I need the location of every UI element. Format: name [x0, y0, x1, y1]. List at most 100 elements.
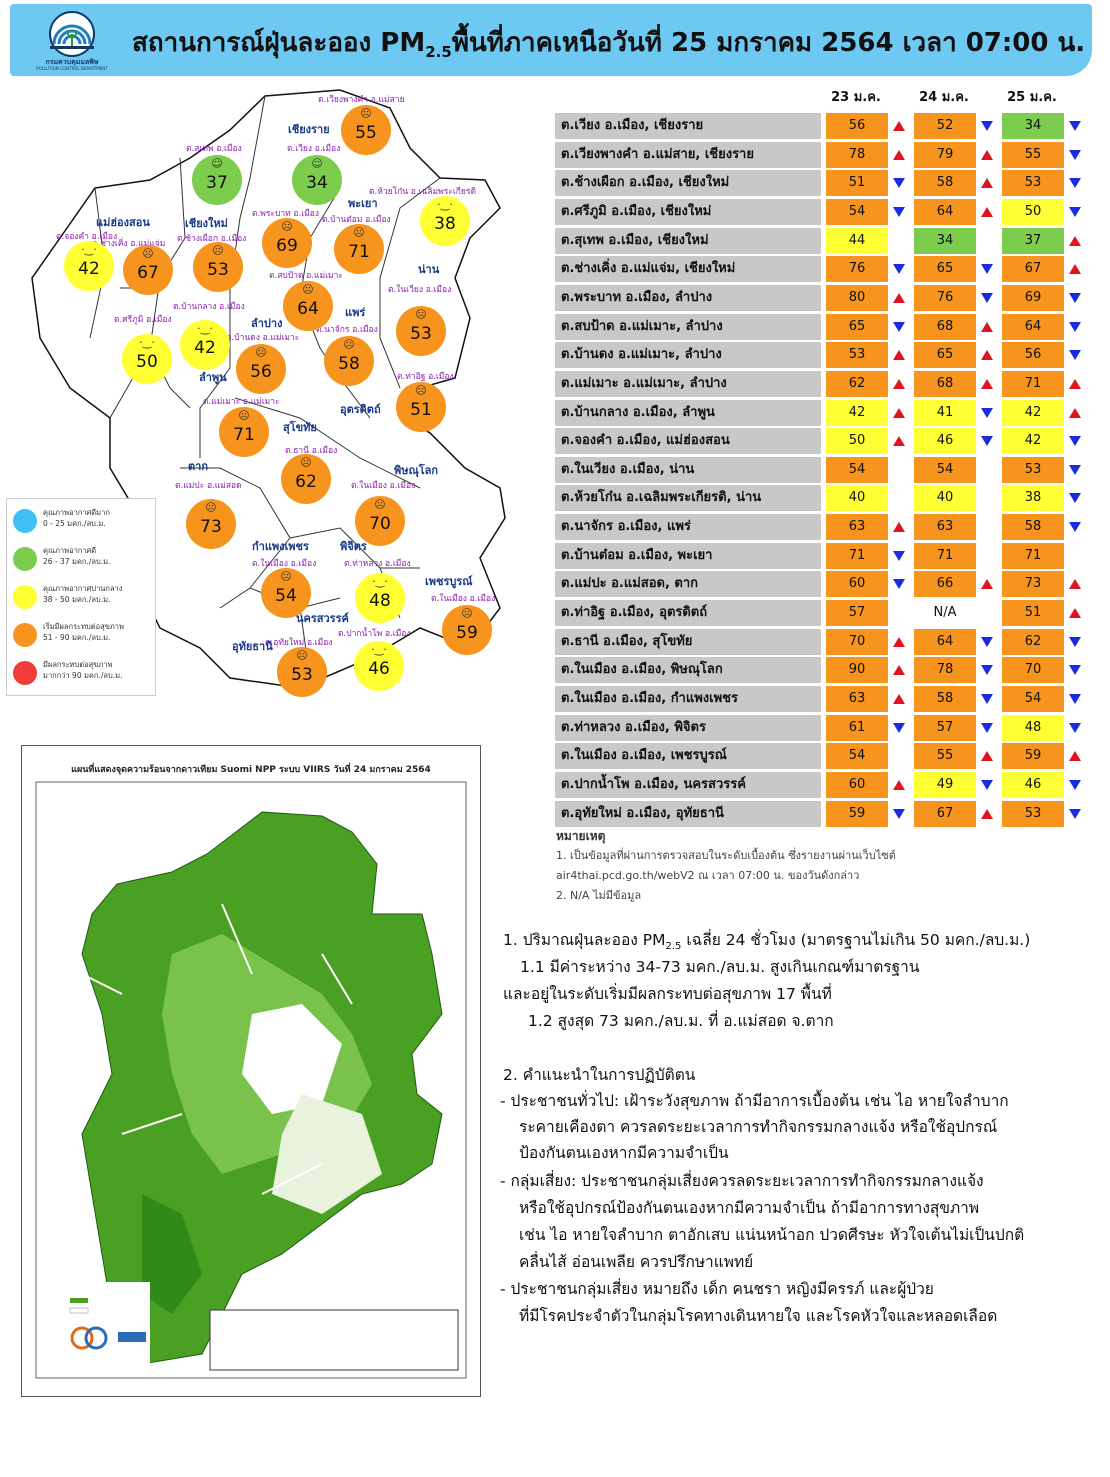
- pm25-bubble: ☹ 73: [186, 499, 236, 549]
- station-name: ต.ในเวียง อ.เมือง, น่าน: [555, 456, 821, 483]
- pm25-value-cell: 76: [914, 284, 976, 311]
- site-label: ต.ในเวียง อ.เมือง: [388, 285, 452, 295]
- site-label: ต.ช้างเผือก อ.เมือง: [177, 234, 247, 244]
- trend-down-icon: [893, 550, 905, 561]
- pm25-value-cell: 46: [1002, 771, 1064, 798]
- legend-range: 51 - 90 มคก./ลบ.ม.: [43, 633, 111, 642]
- pm25-value-cell: 60: [826, 771, 888, 798]
- bubble-value: 53: [207, 260, 229, 280]
- page-title: สถานการณ์ฝุ่นละออง PM2.5พื้นที่ภาคเหนือว…: [132, 22, 1085, 63]
- station-name: ต.อุทัยใหม่ อ.เมือง, อุทัยธานี: [555, 800, 821, 827]
- legend-swatch: [13, 509, 37, 533]
- trend-up-icon: [981, 178, 993, 189]
- pm25-value-cell: 41: [914, 399, 976, 426]
- bubble-value: 48: [369, 591, 391, 611]
- sad-face-icon: ☹: [205, 501, 217, 514]
- pm25-value-cell: 66: [914, 571, 976, 598]
- trend-down-icon: [1069, 779, 1081, 790]
- legend-range: 26 - 37 มคก./ลบ.ม.: [43, 557, 111, 566]
- bubble-value: 69: [276, 236, 298, 256]
- notes-heading: หมายเหตุ: [556, 829, 606, 843]
- sad-face-icon: ☹: [238, 409, 250, 422]
- table-row: ต.ช่างเคิ่ง อ.แม่แจ่ม, เชียงใหม่ 76 65 67: [555, 256, 1095, 283]
- trend-up-icon: [981, 579, 993, 590]
- trend-down-icon: [981, 636, 993, 647]
- trend-up-icon: [893, 292, 905, 303]
- legend-range: มากกว่า 90 มคก./ลบ.ม.: [43, 671, 123, 680]
- trend-down-icon: [1069, 436, 1081, 447]
- trend-up-icon: [893, 121, 905, 131]
- table-row: ต.ในเวียง อ.เมือง, น่าน 54 54 53: [555, 456, 1095, 483]
- sad-face-icon: ☹: [212, 244, 224, 257]
- legend-item: คุณภาพอากาศปานกลาง 38 - 50 มคก./ลบ.ม.: [11, 581, 155, 615]
- bubble-value: 64: [297, 299, 319, 319]
- logo-text: กรมควบคุมมลพิษ: [45, 58, 99, 66]
- bubble-value: 42: [194, 338, 216, 358]
- pm25-value-cell: 65: [826, 313, 888, 340]
- summary-p1-1b: และอยู่ในระดับเริ่มมีผลกระทบต่อสุขภาพ 17…: [503, 985, 832, 1003]
- trend-up-icon: [1069, 378, 1081, 389]
- legend-item: คุณภาพอากาศดี 26 - 37 มคก./ลบ.ม.: [11, 543, 155, 577]
- pm25-bubble: ☹ 70: [355, 496, 405, 546]
- station-name: ต.บ้านดง อ.แม่เมาะ, ลำปาง: [555, 342, 821, 369]
- pm25-value-cell: 34: [914, 227, 976, 254]
- smile-face-icon: ☺: [211, 157, 223, 170]
- pm25-value-cell: 55: [1002, 141, 1064, 168]
- trend-down-icon: [981, 407, 993, 418]
- pm25-bubble: ☹ 53: [277, 647, 327, 697]
- trend-down-icon: [981, 121, 993, 131]
- region-label: นครสวรรค์: [296, 612, 349, 625]
- pm25-bubble: ☹ 59: [442, 605, 492, 655]
- trend-up-icon: [1069, 407, 1081, 418]
- pm25-bubble: ☺ 37: [192, 155, 242, 205]
- note-1b: air4thai.pcd.go.th/webV2 ณ เวลา 07:00 น.…: [556, 869, 860, 882]
- bubble-value: 46: [368, 659, 390, 679]
- summary-p1-main: 1. ปริมาณฝุ่นละออง PM: [503, 931, 666, 949]
- pm25-value-cell: 51: [1002, 600, 1064, 627]
- site-label: ต.เวียงพางคำ อ.แม่สาย: [318, 95, 405, 105]
- trend-up-icon: [893, 350, 905, 361]
- station-name: ต.ศรีภูมิ อ.เมือง, เชียงใหม่: [555, 198, 821, 225]
- station-name: ต.ช้างเผือก อ.เมือง, เชียงใหม่: [555, 170, 821, 197]
- table-row: ต.ท่าอิฐ อ.เมือง, อุตรดิตถ์ 57 N/A 51: [555, 600, 1095, 627]
- region-label: กำแพงเพชร: [252, 540, 309, 553]
- station-name: ต.ห้วยโก๋น อ.เฉลิมพระเกียรติ, น่าน: [555, 485, 821, 512]
- pm25-value-cell: 71: [826, 542, 888, 569]
- bubble-value: 70: [369, 514, 391, 534]
- pm25-value-cell: 61: [826, 714, 888, 741]
- table-row: ต.ในเมือง อ.เมือง, พิษณุโลก 90 78 70: [555, 657, 1095, 684]
- summary-b3a: - ประชาชนกลุ่มเสี่ยง หมายถึง เด็ก คนชรา …: [500, 1280, 934, 1298]
- sad-face-icon: ☹: [343, 338, 355, 351]
- sad-face-icon: ☹: [415, 384, 427, 397]
- table-row: ต.ช้างเผือก อ.เมือง, เชียงใหม่ 51 58 53: [555, 170, 1095, 197]
- trend-down-icon: [1069, 292, 1081, 303]
- site-label: ต.แม่เมาะ อ.แม่เมาะ: [203, 397, 280, 407]
- pm25-value-cell: 68: [914, 370, 976, 397]
- trend-up-icon: [893, 665, 905, 676]
- pm25-value-cell: 80: [826, 284, 888, 311]
- table-row: ต.ธานี อ.เมือง, สุโขทัย 70 64 62: [555, 628, 1095, 655]
- sad-face-icon: ☹: [415, 308, 427, 321]
- trend-down-icon: [1069, 636, 1081, 647]
- summary-p1-1: 1.1 มีค่าระหว่าง 34-73 มคก./ลบ.ม. สูงเกิ…: [520, 958, 920, 976]
- pm25-value-cell: 52: [914, 113, 976, 139]
- pm25-value-cell: 57: [914, 714, 976, 741]
- table-row: ต.ท่าหลวง อ.เมือง, พิจิตร 61 57 48: [555, 714, 1095, 741]
- pm25-value-cell: 53: [826, 342, 888, 369]
- pm25-value-cell: 78: [914, 657, 976, 684]
- trend-up-icon: [1069, 235, 1081, 246]
- table-row: ต.สุเทพ อ.เมือง, เชียงใหม่ 44 34 37: [555, 227, 1095, 254]
- bubble-value: 71: [348, 242, 370, 262]
- sad-face-icon: ☹: [461, 607, 473, 620]
- legend-item: คุณภาพอากาศดีมาก 0 - 25 มคก./ลบ.ม.: [11, 505, 155, 539]
- pm25-value-cell: 46: [914, 428, 976, 455]
- site-label: ต.เวียง อ.เมือง: [287, 144, 341, 154]
- bubble-value: 67: [137, 263, 159, 283]
- legend-label: คุณภาพอากาศดี: [43, 546, 97, 555]
- table-row: ต.แม่เมาะ อ.แม่เมาะ, ลำปาง 62 68 71: [555, 370, 1095, 397]
- pm25-bubble: ·‿· 46: [354, 641, 404, 691]
- trend-down-icon: [893, 264, 905, 275]
- pm25-value-cell: 64: [914, 628, 976, 655]
- header-banner: กรมควบคุมมลพิษ POLLUTION CONTROL DEPARTM…: [10, 4, 1092, 76]
- site-label: ต.บ้านต๋อม อ.เมือง: [322, 215, 391, 225]
